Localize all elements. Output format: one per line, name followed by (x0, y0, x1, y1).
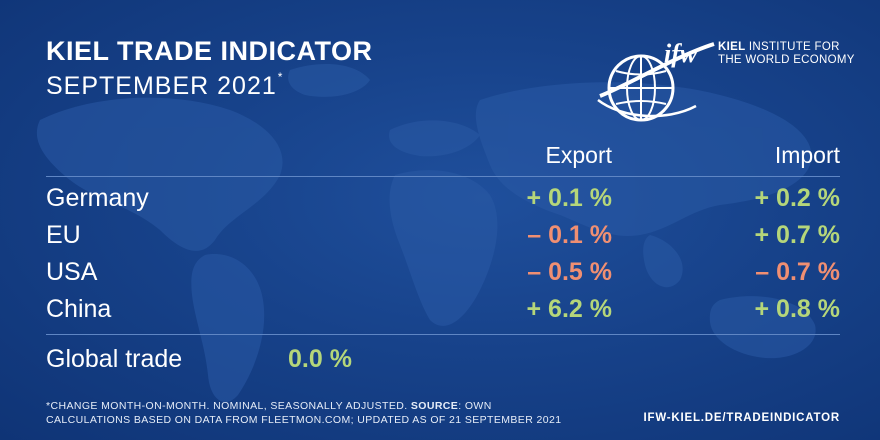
row-label-usa: USA (46, 258, 98, 286)
globe-logo-icon: ifw (597, 39, 715, 122)
footnote-part2: : OWN (458, 400, 492, 412)
page-subtitle: SEPTEMBER 2021* (46, 70, 284, 101)
ifw-wordmark: ifw (664, 39, 698, 68)
export-value-china: + 6.2 % (526, 295, 612, 323)
row-label-eu: EU (46, 221, 81, 249)
row-label-germany: Germany (46, 184, 149, 212)
logo-institute-name: KIEL INSTITUTE FOR THE WORLD ECONOMY (718, 41, 855, 67)
page-title: KIEL TRADE INDICATOR (46, 36, 373, 66)
logo-name-bold: KIEL (718, 41, 746, 53)
footnote-mark: * (277, 70, 284, 84)
column-header-import: Import (774, 142, 840, 168)
row-label-china: China (46, 295, 112, 323)
global-divider (46, 334, 840, 335)
subtitle-text: SEPTEMBER 2021 (46, 72, 277, 100)
ifw-logo: ifw (596, 36, 856, 126)
source-url-link[interactable]: IFW-KIEL.DE/TRADEINDICATOR (643, 412, 840, 424)
export-value-usa: – 0.5 % (527, 258, 612, 286)
column-header-export: Export (545, 142, 612, 168)
logo-name-line2: THE WORLD ECONOMY (718, 54, 855, 66)
import-value-china: + 0.8 % (754, 295, 840, 323)
export-value-germany: + 0.1 % (526, 184, 612, 212)
import-value-eu: + 0.7 % (754, 221, 840, 249)
row-label-global-trade: Global trade (46, 345, 183, 373)
footnote-source-label: SOURCE (410, 400, 459, 412)
footnote-line2: CALCULATIONS BASED ON DATA FROM FLEETMON… (46, 414, 562, 426)
import-value-germany: + 0.2 % (754, 184, 840, 212)
global-trade-value: 0.0 % (288, 345, 352, 373)
footnote: *CHANGE MONTH-ON-MONTH. NOMINAL, SEASONA… (46, 399, 561, 427)
export-value-eu: – 0.1 % (527, 221, 612, 249)
header-divider (46, 176, 840, 177)
import-value-usa: – 0.7 % (755, 258, 840, 286)
footnote-part1: *CHANGE MONTH-ON-MONTH. NOMINAL, SEASONA… (46, 400, 408, 412)
logo-name-rest: INSTITUTE FOR (748, 41, 840, 53)
